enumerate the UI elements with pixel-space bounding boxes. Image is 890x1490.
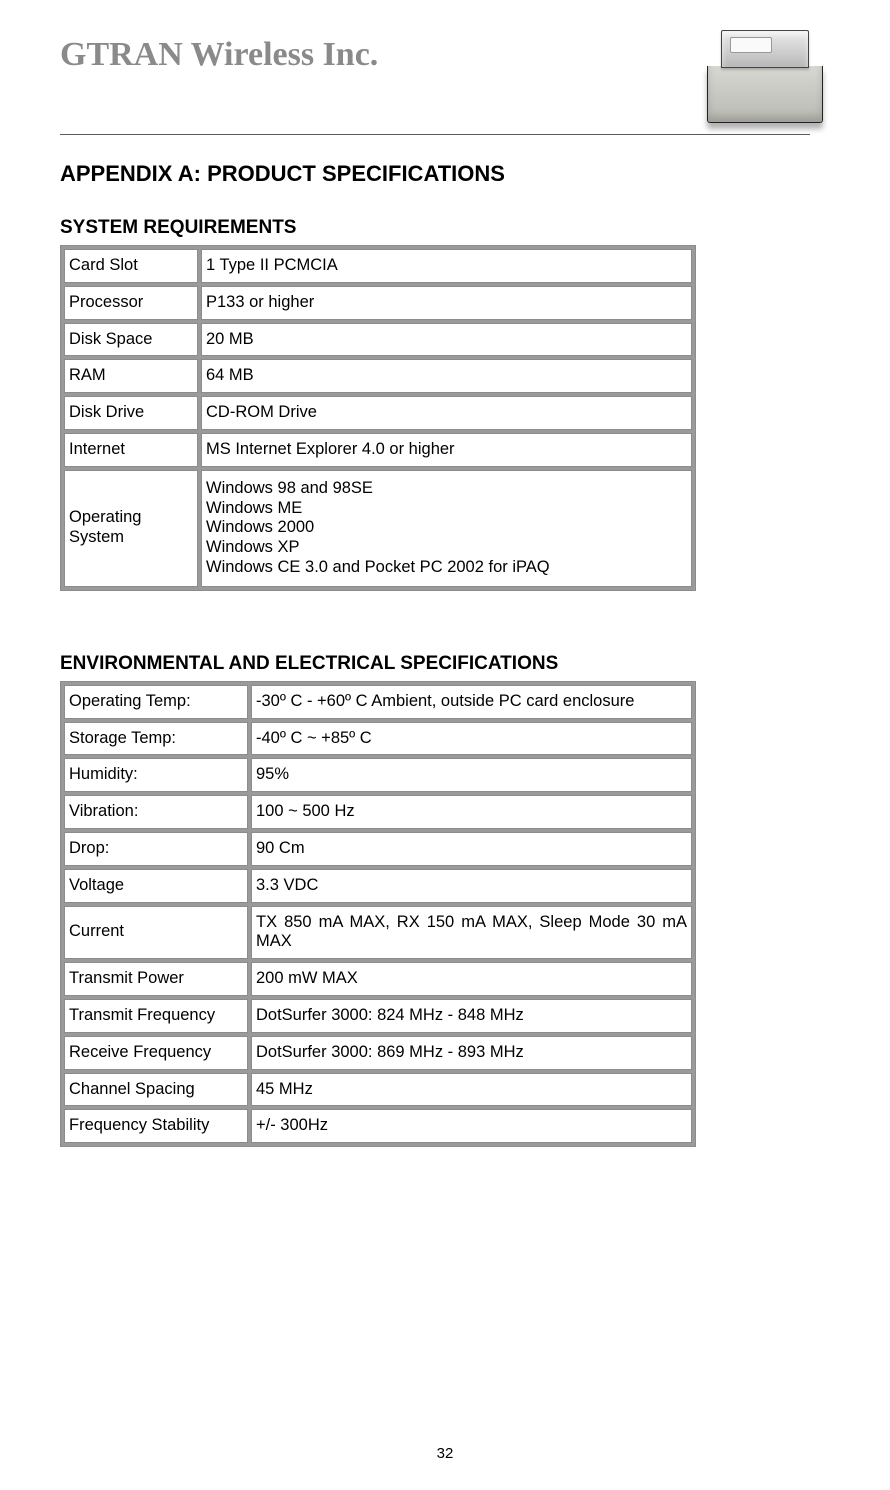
pcmcia-card-top-icon [721, 30, 809, 68]
table-row: Processor P133 or higher [64, 286, 692, 320]
table-row: Vibration: 100 ~ 500 Hz [64, 795, 692, 829]
spec-value: 1 Type II PCMCIA [201, 249, 692, 283]
page: GTRAN Wireless Inc. APPENDIX A: PRODUCT … [0, 0, 890, 1490]
table-row: Transmit Power 200 mW MAX [64, 962, 692, 996]
table-row: Internet MS Internet Explorer 4.0 or hig… [64, 433, 692, 467]
os-line: Windows CE 3.0 and Pocket PC 2002 for iP… [206, 558, 687, 578]
page-title: APPENDIX A: PRODUCT SPECIFICATIONS [60, 161, 830, 187]
table-row: RAM 64 MB [64, 359, 692, 393]
table-row: Drop: 90 Cm [64, 832, 692, 866]
spec-label: Frequency Stability [64, 1109, 248, 1143]
table-row: Card Slot 1 Type II PCMCIA [64, 249, 692, 283]
spec-value: 3.3 VDC [251, 869, 692, 903]
spec-value: P133 or higher [201, 286, 692, 320]
table-row: Transmit Frequency DotSurfer 3000: 824 M… [64, 999, 692, 1033]
system-requirements-table: Card Slot 1 Type II PCMCIA Processor P13… [60, 245, 696, 591]
spec-label: Voltage [64, 869, 248, 903]
table-row: Frequency Stability +/- 300Hz [64, 1109, 692, 1143]
spec-label: Drop: [64, 832, 248, 866]
page-number: 32 [0, 1445, 890, 1462]
table-row: Channel Spacing 45 MHz [64, 1073, 692, 1107]
spec-label: Channel Spacing [64, 1073, 248, 1107]
table-row: Receive Frequency DotSurfer 3000: 869 MH… [64, 1036, 692, 1070]
table-row: Disk Space 20 MB [64, 323, 692, 357]
header-divider [60, 134, 810, 135]
table-row: Current TX 850 mA MAX, RX 150 mA MAX, Sl… [64, 906, 692, 960]
table-row: Storage Temp: -40º C ~ +85º C [64, 722, 692, 756]
spec-value: DotSurfer 3000: 869 MHz - 893 MHz [251, 1036, 692, 1070]
spec-label: Humidity: [64, 758, 248, 792]
company-name: GTRAN Wireless Inc. [60, 30, 378, 74]
section2-heading: ENVIRONMENTAL AND ELECTRICAL SPECIFICATI… [60, 653, 830, 675]
spec-value: +/- 300Hz [251, 1109, 692, 1143]
spec-value: TX 850 mA MAX, RX 150 mA MAX, Sleep Mode… [251, 906, 692, 960]
table-row: Operating Temp: -30º C - +60º C Ambient,… [64, 685, 692, 719]
spec-label: Card Slot [64, 249, 198, 283]
spec-value: 95% [251, 758, 692, 792]
page-header: GTRAN Wireless Inc. [60, 30, 830, 130]
environmental-electrical-table: Operating Temp: -30º C - +60º C Ambient,… [60, 681, 696, 1147]
table-row: Disk Drive CD-ROM Drive [64, 396, 692, 430]
spec-label: Transmit Frequency [64, 999, 248, 1033]
spec-label: Current [64, 906, 248, 960]
table-row: Humidity: 95% [64, 758, 692, 792]
spec-label: RAM [64, 359, 198, 393]
spec-value: -40º C ~ +85º C [251, 722, 692, 756]
spec-label: Operating Temp: [64, 685, 248, 719]
spec-label: Storage Temp: [64, 722, 248, 756]
spec-value: MS Internet Explorer 4.0 or higher [201, 433, 692, 467]
spec-label: Vibration: [64, 795, 248, 829]
spec-label: Disk Space [64, 323, 198, 357]
table-row: Operating System Windows 98 and 98SE Win… [64, 470, 692, 587]
table-row: Voltage 3.3 VDC [64, 869, 692, 903]
spec-label: Processor [64, 286, 198, 320]
os-line: Windows ME [206, 499, 687, 519]
spec-value: 20 MB [201, 323, 692, 357]
spec-label: Internet [64, 433, 198, 467]
pcmcia-card-bottom-icon [707, 66, 823, 123]
os-line: Windows XP [206, 538, 687, 558]
spec-value: -30º C - +60º C Ambient, outside PC card… [251, 685, 692, 719]
os-line: Windows 98 and 98SE [206, 479, 687, 499]
spec-value: 100 ~ 500 Hz [251, 795, 692, 829]
section1-heading: SYSTEM REQUIREMENTS [60, 217, 830, 239]
product-image [700, 30, 830, 130]
spec-value: DotSurfer 3000: 824 MHz - 848 MHz [251, 999, 692, 1033]
spec-label: Disk Drive [64, 396, 198, 430]
section-spacer [60, 591, 830, 643]
spec-label: Transmit Power [64, 962, 248, 996]
spec-value-multiline: Windows 98 and 98SE Windows ME Windows 2… [201, 470, 692, 587]
spec-value: 200 mW MAX [251, 962, 692, 996]
spec-value: 90 Cm [251, 832, 692, 866]
spec-value: CD-ROM Drive [201, 396, 692, 430]
spec-label: Operating System [64, 470, 198, 587]
os-line: Windows 2000 [206, 518, 687, 538]
spec-value: 45 MHz [251, 1073, 692, 1107]
spec-label: Receive Frequency [64, 1036, 248, 1070]
spec-value: 64 MB [201, 359, 692, 393]
